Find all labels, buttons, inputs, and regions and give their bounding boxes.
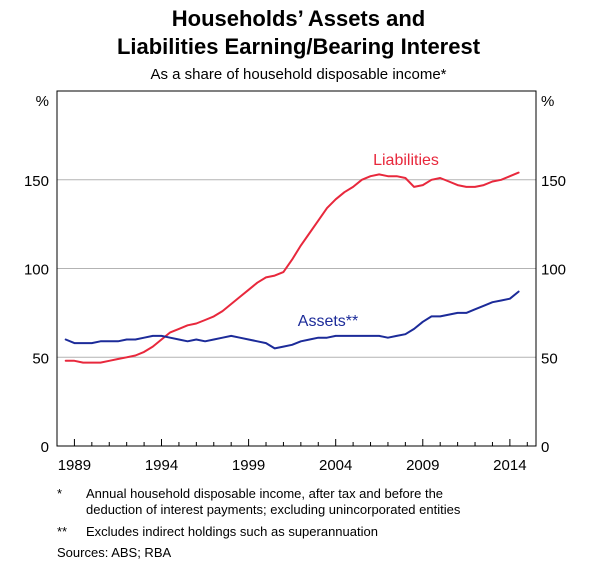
chart-title-line1: Households’ Assets and <box>171 6 426 31</box>
footnote-2-mark: ** <box>57 524 68 539</box>
x-tick-2014: 2014 <box>493 457 526 474</box>
liabilities-label: Liabilities <box>373 152 439 169</box>
plot-frame <box>56 90 537 447</box>
y-tick-left-50: 50 <box>32 350 49 367</box>
y-tick-right-50: 50 <box>541 350 558 367</box>
y-tick-right-0: 0 <box>541 439 549 456</box>
y-tick-left-100: 100 <box>24 262 49 279</box>
x-tick-1989: 1989 <box>58 457 91 474</box>
footnote-2-text: Excludes indirect holdings such as super… <box>86 524 378 539</box>
series-line-assets <box>64 290 520 350</box>
footnote-1-line1: Annual household disposable income, afte… <box>86 486 444 501</box>
footnote-1-line2: deduction of interest payments; excludin… <box>86 502 461 517</box>
y-tick-left-0: 0 <box>41 439 49 456</box>
y-tick-left-150: 150 <box>24 173 49 190</box>
y-unit-left: % <box>36 93 49 110</box>
assets-label: Assets** <box>298 313 358 330</box>
y-tick-right-150: 150 <box>541 173 566 190</box>
x-tick-2009: 2009 <box>406 457 439 474</box>
y-unit-right: % <box>541 93 554 110</box>
x-tick-1999: 1999 <box>232 457 265 474</box>
chart-subtitle: As a share of household disposable incom… <box>150 66 447 83</box>
x-tick-1994: 1994 <box>145 457 178 474</box>
y-tick-right-100: 100 <box>541 262 566 279</box>
chart-title-line2: Liabilities Earning/Bearing Interest <box>116 34 481 59</box>
sources-note: Sources: ABS; RBA <box>57 545 172 560</box>
series-line-liabilities <box>64 171 520 364</box>
footnote-1-mark: * <box>57 486 63 501</box>
x-tick-2004: 2004 <box>319 457 352 474</box>
